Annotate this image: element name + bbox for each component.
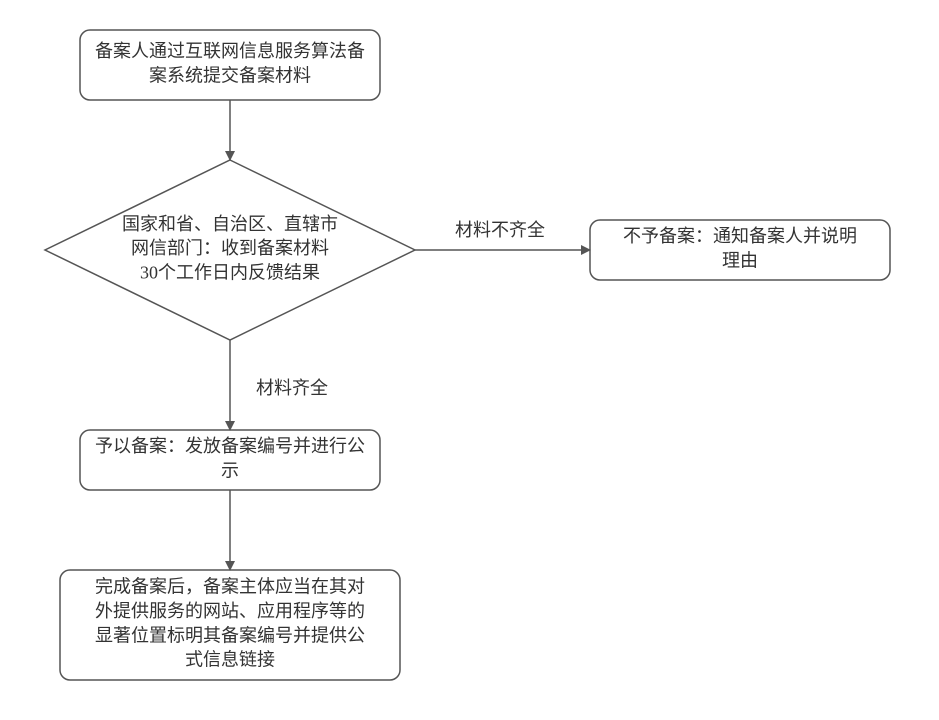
node-decision-text-line-0: 国家和省、自治区、直辖市 <box>122 214 338 234</box>
node-approve-text-line-1: 示 <box>221 460 239 480</box>
node-start-text-line-0: 备案人通过互联网信息服务算法备 <box>95 41 365 61</box>
node-reject-text-line-0: 不予备案：通知备案人并说明 <box>623 226 857 246</box>
node-start-text-line-1: 案系统提交备案材料 <box>149 65 311 85</box>
node-decision-text-line-1: 网信部门：收到备案材料 <box>131 238 329 258</box>
node-final-text-line-0: 完成备案后，备案主体应当在其对 <box>95 577 365 597</box>
node-final-text-line-2: 显著位置标明其备案编号并提供公 <box>95 625 365 645</box>
node-final-text-line-1: 外提供服务的网站、应用程序等的 <box>95 601 365 621</box>
edge-e3-label: 材料齐全 <box>256 378 328 398</box>
node-final-text-line-3: 式信息链接 <box>185 650 275 670</box>
edge-e2-label: 材料不齐全 <box>455 220 545 240</box>
node-approve-text-line-0: 予以备案：发放备案编号并进行公 <box>95 436 365 456</box>
node-decision-text-line-2: 30个工作日内反馈结果 <box>140 262 320 282</box>
node-reject-text-line-1: 理由 <box>722 250 758 270</box>
